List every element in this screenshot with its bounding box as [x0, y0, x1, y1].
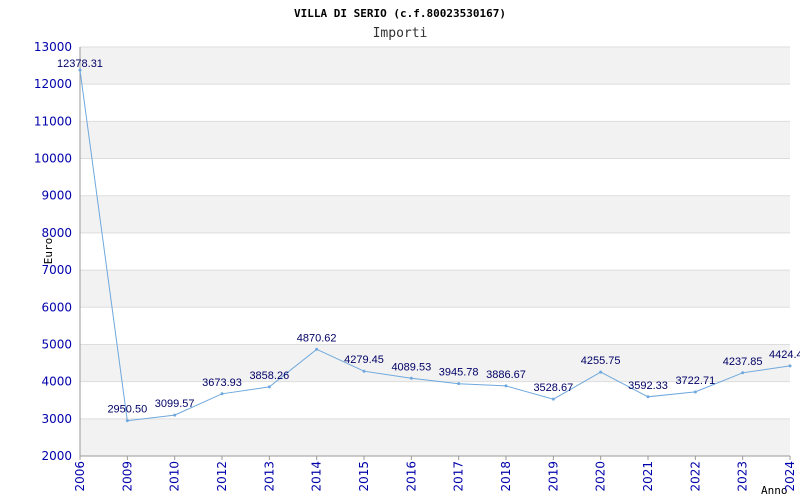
- x-axis-label: Anno: [761, 484, 788, 497]
- y-tick-label: 3000: [41, 412, 72, 426]
- y-axis-label: Euro: [42, 238, 55, 265]
- grid-band: [80, 418, 790, 456]
- x-tick-label: 2023: [736, 461, 750, 492]
- x-tick-label: 2017: [452, 461, 466, 492]
- data-label: 3722.71: [675, 375, 715, 387]
- x-tick-label: 2006: [73, 461, 87, 492]
- x-tick-label: 2016: [404, 461, 418, 492]
- data-point: [646, 395, 650, 399]
- grid-band: [80, 121, 790, 159]
- data-point: [220, 392, 224, 396]
- y-tick-label: 13000: [34, 40, 72, 54]
- x-tick-label: 2021: [641, 461, 655, 492]
- data-point: [78, 68, 82, 72]
- data-label: 4255.75: [581, 355, 621, 367]
- data-label: 4237.85: [723, 356, 763, 368]
- series-line: [79, 70, 791, 422]
- x-tick-label: 2010: [168, 461, 182, 492]
- data-label: 2950.50: [107, 404, 147, 416]
- data-point: [599, 370, 603, 374]
- data-point: [315, 347, 319, 351]
- grid-band: [80, 47, 790, 85]
- y-tick-label: 11000: [34, 114, 72, 128]
- data-point: [362, 369, 366, 373]
- data-point: [551, 397, 555, 401]
- x-tick-label: 2018: [499, 461, 513, 492]
- x-tick-label: 2014: [310, 461, 324, 492]
- x-tick-label: 2019: [546, 461, 560, 492]
- x-tick-label: 2024: [783, 461, 797, 492]
- y-tick-label: 5000: [41, 337, 72, 351]
- y-tick-label: 9000: [41, 189, 72, 203]
- data-point: [504, 384, 508, 388]
- x-tick-label: 2015: [357, 461, 371, 492]
- data-point: [173, 413, 177, 417]
- data-label: 3945.78: [439, 367, 479, 379]
- x-tick-label: 2022: [688, 461, 702, 492]
- data-label: 3673.93: [202, 377, 242, 389]
- data-point: [409, 376, 413, 380]
- data-label: 3592.33: [628, 380, 668, 392]
- data-label: 3528.67: [533, 382, 573, 394]
- y-tick-label: 6000: [41, 300, 72, 314]
- data-point: [457, 382, 461, 386]
- series-group: [78, 68, 792, 423]
- data-label: 12378.31: [57, 58, 103, 70]
- y-tick-label: 4000: [41, 375, 72, 389]
- data-point: [267, 385, 271, 389]
- chart-title: VILLA DI SERIO (c.f.80023530167): [294, 7, 506, 20]
- grid-band: [80, 195, 790, 233]
- data-point: [788, 364, 792, 368]
- y-tick-label: 7000: [41, 263, 72, 277]
- data-label: 3886.67: [486, 369, 526, 381]
- y-tick-label: 8000: [41, 226, 72, 240]
- y-tick-label: 12000: [34, 77, 72, 91]
- grid-bands: [80, 47, 790, 456]
- data-labels: 12378.31 2950.50 3099.57 3673.93 3858.26 4870…: [57, 58, 800, 416]
- data-point: [693, 390, 697, 394]
- x-tick-label: 2020: [594, 461, 608, 492]
- data-label: 4870.62: [297, 332, 337, 344]
- grid-lines: [80, 46, 790, 457]
- y-tick-label: 2000: [41, 449, 72, 463]
- x-tick-label: 2009: [120, 461, 134, 492]
- data-label: 4424.4: [769, 349, 800, 361]
- data-label: 4089.53: [391, 361, 431, 373]
- data-label: 4279.45: [344, 354, 384, 366]
- x-tick-label: 2012: [215, 461, 229, 492]
- data-label: 3858.26: [249, 370, 289, 382]
- grid-band: [80, 344, 790, 382]
- data-label: 3099.57: [155, 398, 195, 410]
- grid-band: [80, 270, 790, 308]
- y-tick-label: 10000: [34, 152, 72, 166]
- chart-subtitle: Importi: [373, 26, 428, 41]
- data-point: [741, 371, 745, 375]
- y-tick-labels: 2000 3000 4000 5000 6000 7000 8000 9000 10000 110…: [34, 40, 72, 463]
- x-tick-label: 2013: [262, 461, 276, 492]
- data-point: [125, 419, 129, 423]
- x-tick-labels: 2006 2009 2010 2012 2013 2014 2015 2016 2017 2018…: [73, 456, 797, 492]
